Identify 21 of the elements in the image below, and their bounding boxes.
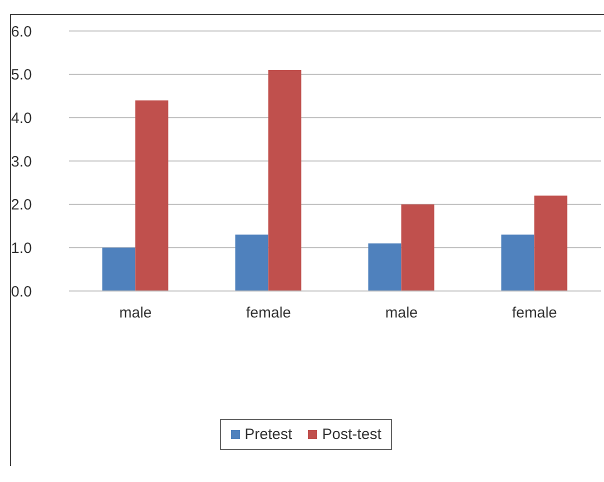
legend-label: Post-test xyxy=(321,426,382,443)
y-tick-label: 2.0 xyxy=(11,196,32,214)
legend-label: Pretest xyxy=(244,426,292,443)
y-tick-label: 0.0 xyxy=(11,283,32,300)
bar xyxy=(102,248,136,291)
bar xyxy=(534,196,568,291)
x-tick-label: female xyxy=(512,304,558,322)
y-tick-label: 4.0 xyxy=(11,110,32,127)
x-tick-label: female xyxy=(246,304,292,322)
bar xyxy=(135,100,168,291)
y-tick-label: 1.0 xyxy=(11,240,32,257)
bar xyxy=(235,234,268,291)
bar xyxy=(401,204,434,291)
y-tick-label: 3.0 xyxy=(11,153,32,170)
bar xyxy=(268,70,302,291)
y-tick-label: 6.0 xyxy=(11,23,32,40)
x-tick-label: male xyxy=(119,304,152,322)
bar xyxy=(368,243,402,291)
bar xyxy=(501,234,534,291)
x-tick-label: male xyxy=(385,304,418,322)
y-tick-label: 5.0 xyxy=(11,66,32,84)
